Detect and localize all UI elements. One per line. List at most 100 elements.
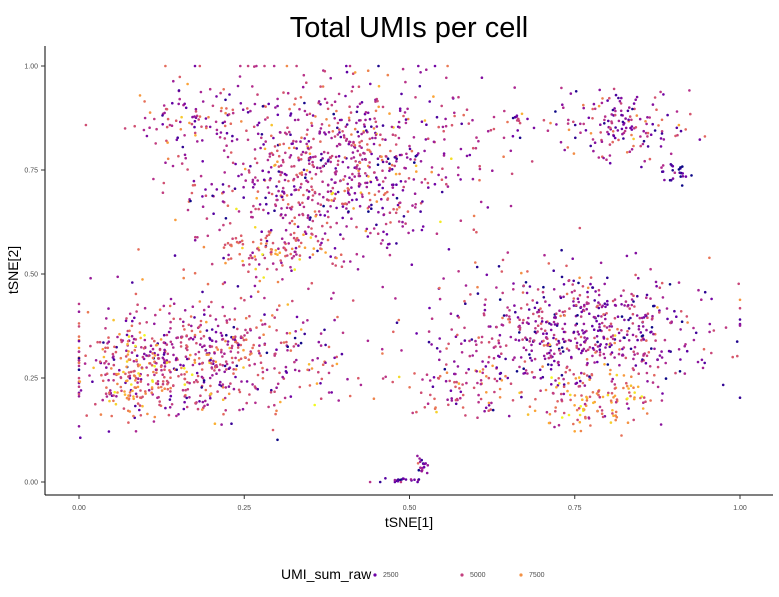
cell-point xyxy=(447,342,450,346)
cell-point xyxy=(192,179,196,183)
cell-point xyxy=(650,318,654,321)
cell-point xyxy=(233,318,236,321)
cell-point xyxy=(681,172,684,175)
cell-point xyxy=(115,395,118,398)
cell-point xyxy=(253,157,257,160)
cell-point xyxy=(609,399,613,403)
cell-point xyxy=(252,204,255,208)
cell-point xyxy=(267,230,271,233)
cell-point xyxy=(560,398,563,402)
cell-point xyxy=(319,243,322,247)
cell-point xyxy=(150,391,153,395)
cell-point xyxy=(298,245,301,248)
cell-point xyxy=(330,154,334,158)
cell-point xyxy=(543,329,547,333)
cell-point xyxy=(332,291,335,295)
cell-point xyxy=(645,354,649,358)
cell-point xyxy=(290,165,293,168)
cell-point xyxy=(137,372,140,375)
cell-point xyxy=(309,146,313,149)
cell-point xyxy=(186,82,189,86)
cell-point xyxy=(485,391,488,394)
cell-point xyxy=(179,363,182,367)
cell-point xyxy=(253,284,257,288)
cell-point xyxy=(386,157,390,160)
cell-point xyxy=(641,407,645,410)
cell-point xyxy=(542,296,546,299)
cell-point xyxy=(521,291,525,294)
cell-point xyxy=(322,195,325,199)
cell-point xyxy=(161,373,164,377)
cell-point xyxy=(685,315,689,318)
cell-point xyxy=(338,131,341,134)
cell-point xyxy=(233,307,237,310)
cell-point xyxy=(613,341,616,345)
y-tick-label: 0.75 xyxy=(24,168,38,175)
cell-point xyxy=(559,314,562,318)
cell-point xyxy=(566,389,569,393)
cell-point xyxy=(498,298,502,301)
cell-point xyxy=(288,156,292,159)
cell-point xyxy=(667,349,671,353)
cell-point xyxy=(574,377,578,380)
cell-point xyxy=(644,131,648,135)
cell-point xyxy=(427,340,431,344)
cell-point xyxy=(358,204,362,208)
cell-point xyxy=(231,161,235,165)
cell-point xyxy=(319,247,322,250)
cell-point xyxy=(533,306,537,310)
cell-point xyxy=(198,343,202,346)
cell-point xyxy=(651,122,654,126)
cell-point xyxy=(104,373,107,377)
cell-point xyxy=(333,247,337,250)
cell-point xyxy=(193,333,197,337)
cell-point xyxy=(562,385,566,389)
cell-point xyxy=(542,332,545,336)
cell-point xyxy=(518,136,522,140)
cell-point xyxy=(471,177,475,181)
cell-point xyxy=(204,117,208,120)
cell-point xyxy=(101,379,105,383)
cell-point xyxy=(457,166,460,169)
cell-point xyxy=(152,420,156,423)
cell-point xyxy=(126,339,130,343)
cell-point xyxy=(329,225,332,229)
cell-point xyxy=(136,402,140,405)
cell-point xyxy=(475,370,479,373)
cell-point xyxy=(583,303,586,307)
cell-point xyxy=(389,149,392,153)
cell-point xyxy=(253,183,256,186)
cell-point xyxy=(193,358,196,362)
cell-point xyxy=(326,160,330,163)
cell-point xyxy=(306,319,309,322)
legend-title: UMI_sum_raw xyxy=(281,566,372,582)
cell-point xyxy=(619,102,623,105)
cell-point xyxy=(77,339,81,343)
cell-point xyxy=(489,128,493,132)
cell-point xyxy=(559,352,562,355)
cell-point xyxy=(708,330,711,334)
cell-point xyxy=(650,326,654,329)
x-tick-label: 0.75 xyxy=(568,505,582,512)
cell-point xyxy=(504,344,508,347)
cell-point xyxy=(131,319,134,323)
cell-point xyxy=(335,256,338,260)
cell-point xyxy=(286,349,289,352)
cell-point xyxy=(506,306,509,309)
cell-point xyxy=(234,340,237,344)
cell-point xyxy=(459,396,462,400)
cell-point xyxy=(582,309,586,313)
cell-point xyxy=(284,151,287,155)
cell-point xyxy=(637,276,640,280)
cell-point xyxy=(234,368,238,371)
cell-point xyxy=(227,113,231,116)
cell-point xyxy=(641,325,645,328)
cell-point xyxy=(284,370,288,373)
cell-point xyxy=(235,364,239,368)
cell-point xyxy=(627,407,630,410)
cell-point xyxy=(497,341,501,345)
cell-point xyxy=(206,403,209,407)
x-axis-title: tSNE[1] xyxy=(385,514,433,530)
cell-point xyxy=(132,359,136,363)
cell-point xyxy=(666,113,669,117)
